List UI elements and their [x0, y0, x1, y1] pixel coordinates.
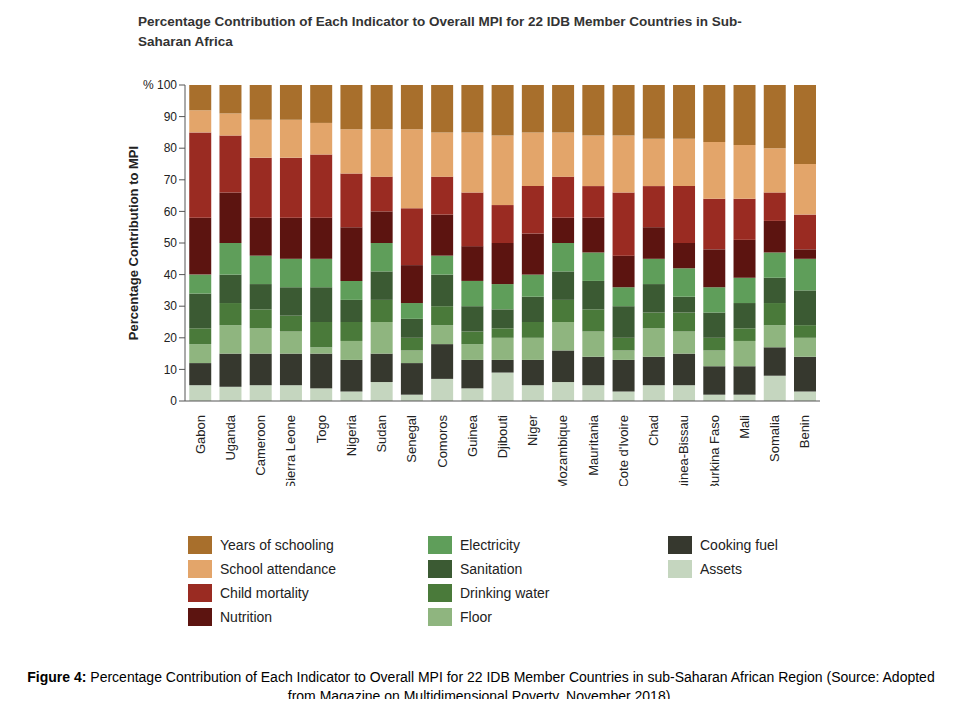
svg-text:Mali: Mali	[737, 415, 752, 439]
svg-text:10: 10	[164, 363, 178, 377]
svg-text:Cote d'Ivoire: Cote d'Ivoire	[616, 415, 631, 486]
html-text:Electricity: Electricity	[460, 537, 520, 553]
svg-text:Cameroon: Cameroon	[253, 415, 268, 476]
html-text:Drinking water: Drinking water	[460, 585, 550, 601]
svg-text:Percentage Contribution to MPI: Percentage Contribution to MPI	[126, 146, 141, 340]
svg-text:70: 70	[164, 173, 178, 187]
svg-text:Guinea-Bissau: Guinea-Bissau	[676, 415, 691, 486]
svg-text:Guinea: Guinea	[465, 414, 480, 457]
svg-text:Burkina Faso: Burkina Faso	[707, 415, 722, 486]
html-text:Percentage Contribution of Eac: Percentage Contribution of Each Indicato…	[138, 14, 742, 49]
html-text:Child mortality: Child mortality	[220, 585, 309, 601]
svg-text:Chad: Chad	[646, 415, 661, 446]
svg-text:Djibouti: Djibouti	[495, 415, 510, 458]
svg-text:Mozambique: Mozambique	[555, 415, 570, 486]
svg-text:90: 90	[164, 110, 178, 124]
html-text:Cooking fuel: Cooking fuel	[700, 537, 778, 553]
svg-text:Nigeria: Nigeria	[344, 414, 359, 456]
svg-text:Sierra Leone: Sierra Leone	[283, 415, 298, 486]
html-text:Nutrition: Nutrition	[220, 609, 273, 625]
svg-text:Togo: Togo	[314, 415, 329, 443]
svg-text:80: 80	[164, 141, 178, 155]
svg-text:Gabon: Gabon	[193, 415, 208, 454]
svg-text:Mauritania: Mauritania	[586, 414, 601, 475]
svg-text:Benin: Benin	[797, 415, 812, 448]
svg-text:60: 60	[164, 205, 178, 219]
html-text:Figure 4: Percentage Contribut: Figure 4: Percentage Contribution of Eac…	[27, 669, 935, 704]
svg-text:Somalia: Somalia	[767, 414, 782, 462]
svg-text:Comoros: Comoros	[435, 415, 450, 468]
svg-text:40: 40	[164, 268, 178, 282]
svg-text:Sudan: Sudan	[374, 415, 389, 453]
svg-text:Niger: Niger	[525, 414, 540, 446]
html-text:School attendance: School attendance	[220, 561, 336, 577]
svg-text:50: 50	[164, 236, 178, 250]
html-text:Years of schooling: Years of schooling	[220, 537, 334, 553]
svg-text:20: 20	[164, 331, 178, 345]
svg-text:0: 0	[170, 394, 177, 408]
svg-text:30: 30	[164, 299, 178, 313]
svg-text:% 100: % 100	[143, 78, 177, 92]
svg-text:Senegal: Senegal	[404, 415, 419, 463]
html-text:Assets: Assets	[700, 561, 742, 577]
html-text:Sanitation: Sanitation	[460, 561, 523, 577]
svg-text:Uganda: Uganda	[223, 414, 238, 460]
html-text:Floor: Floor	[460, 609, 492, 625]
